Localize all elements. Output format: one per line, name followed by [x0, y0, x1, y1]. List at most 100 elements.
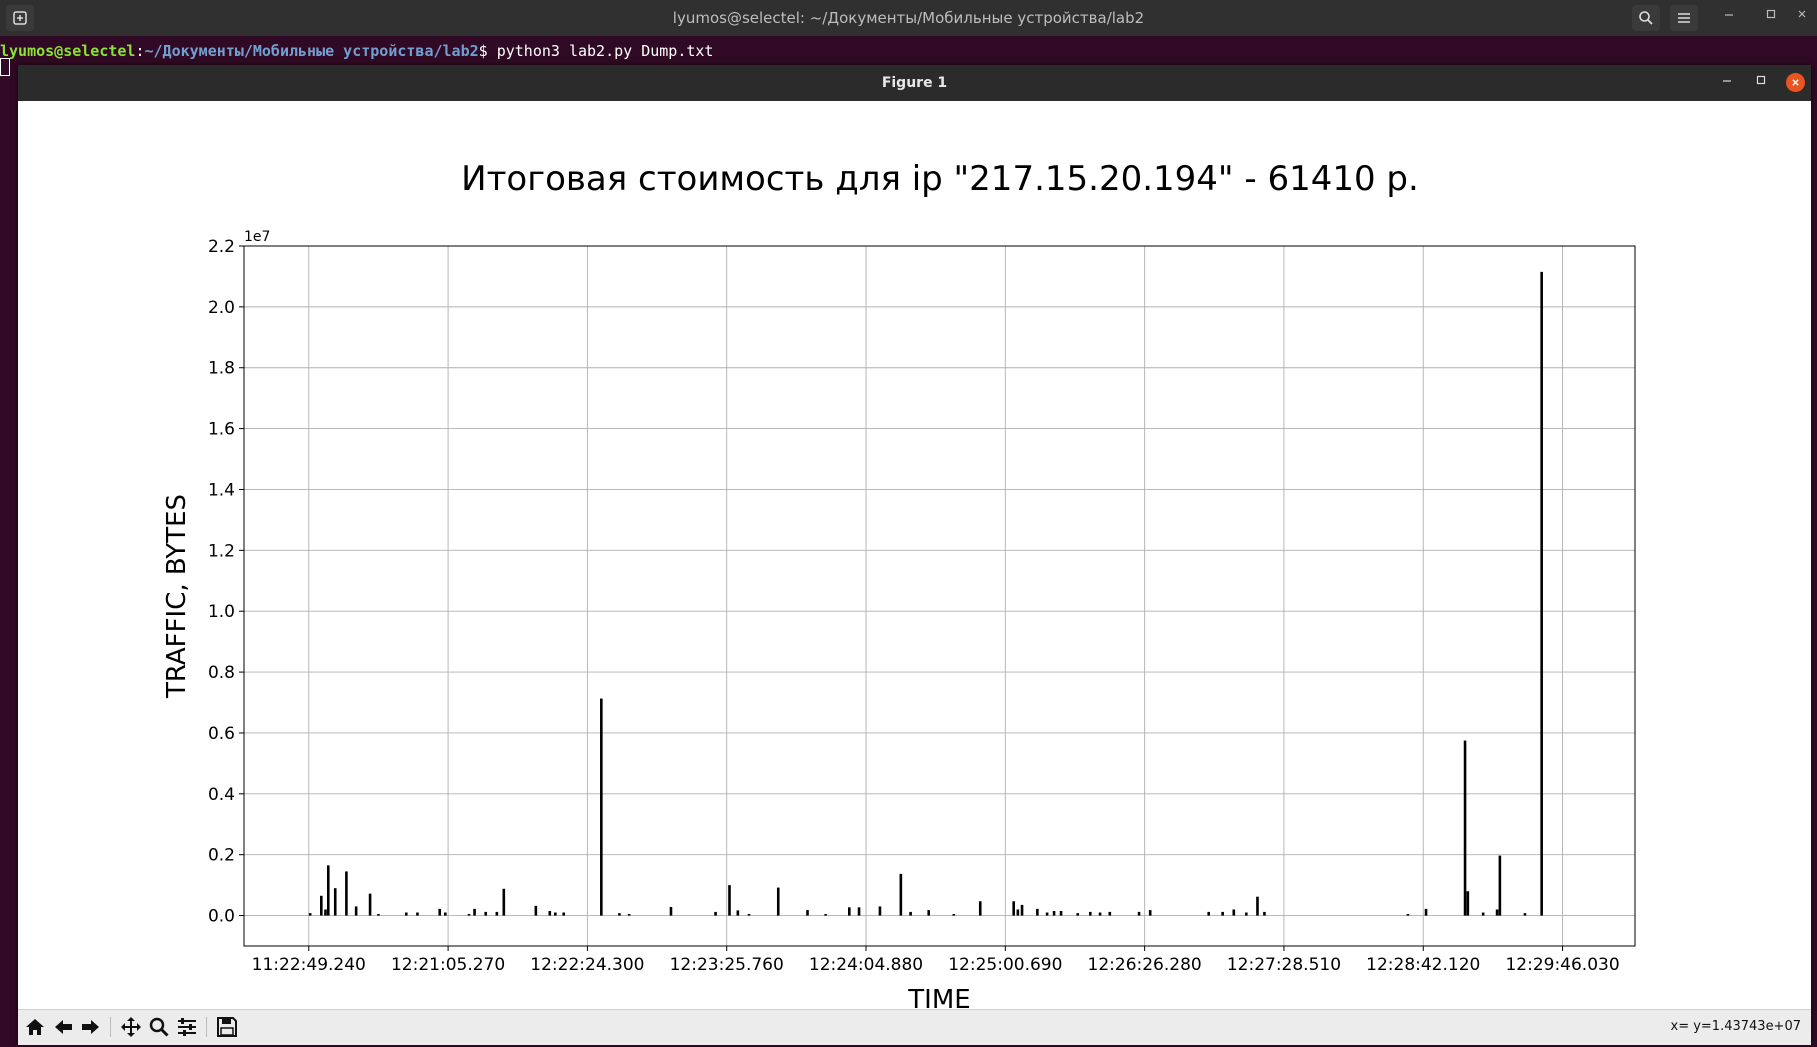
x-tick-label: 11:22:49.240	[252, 955, 366, 975]
x-tick-label: 12:25:00.690	[948, 955, 1062, 975]
bar	[747, 914, 751, 916]
grid-lines	[244, 245, 1635, 946]
prompt-path: ~/Документы/Мобильные устройства/lab2	[144, 42, 479, 60]
bar	[1059, 911, 1063, 916]
bar	[1020, 904, 1024, 916]
bar	[1232, 909, 1236, 916]
x-tick-label: 12:26:26.280	[1088, 955, 1202, 975]
bar	[1523, 913, 1527, 916]
menu-button[interactable]	[1670, 5, 1698, 31]
bar	[1466, 891, 1470, 916]
forward-button[interactable]	[78, 1014, 104, 1040]
figure-canvas[interactable]: 0.0 0.2 0.4 0.6 0.8 1.0 1.2 1.4 1.6 1.8 2.0 2.2 11:…	[18, 101, 1811, 1015]
bar	[320, 895, 323, 916]
bar	[824, 914, 827, 916]
floppy-disk-icon	[217, 1017, 237, 1037]
x-axis-label: TIME	[907, 985, 970, 1009]
bar	[600, 698, 603, 916]
pan-button[interactable]	[118, 1014, 144, 1040]
home-button[interactable]	[22, 1014, 48, 1040]
minimize-icon	[1725, 14, 1733, 16]
bar	[1016, 909, 1020, 916]
bar	[952, 914, 956, 916]
terminal-prompt-line: lyumos@selectel:~/Документы/Мобильные ус…	[0, 42, 713, 60]
figure-close-button[interactable]	[1786, 73, 1805, 92]
save-button[interactable]	[214, 1014, 240, 1040]
search-icon	[1639, 11, 1653, 25]
bar	[857, 907, 861, 916]
x-axis: 11:22:49.240 12:21:05.270 12:22:24.300 12:2…	[252, 946, 1620, 975]
x-tick-label: 12:21:05.270	[391, 955, 505, 975]
toolbar-separator	[206, 1017, 207, 1037]
y-axis-label: TRAFFIC, BYTES	[162, 494, 192, 699]
terminal-minimize-button[interactable]	[1719, 8, 1739, 23]
bar	[776, 887, 780, 916]
x-tick-label: 12:22:24.300	[530, 955, 644, 975]
search-button[interactable]	[1632, 5, 1660, 31]
magnifier-icon	[149, 1017, 169, 1037]
y-tick-label: 1.6	[208, 420, 235, 440]
y-tick-label: 2.2	[208, 237, 235, 257]
bar	[847, 907, 851, 916]
configure-subplots-button[interactable]	[174, 1014, 200, 1040]
zoom-button[interactable]	[146, 1014, 172, 1040]
bar	[473, 908, 476, 916]
bar	[1498, 855, 1502, 916]
close-icon	[1798, 10, 1806, 18]
bar	[377, 914, 380, 916]
y-axis: 0.0 0.2 0.4 0.6 0.8 1.0 1.2 1.4 1.6 1.8 2.0 2.2	[208, 237, 244, 927]
bar	[1424, 908, 1428, 916]
bar	[495, 911, 499, 916]
terminal-cursor	[0, 58, 10, 76]
bar	[345, 871, 348, 916]
axes-frame	[243, 245, 1636, 947]
bar	[909, 911, 912, 916]
x-tick-label: 12:24:04.880	[809, 955, 923, 975]
bar	[416, 912, 419, 916]
y-tick-label: 0.4	[208, 785, 235, 805]
bar	[308, 913, 312, 916]
prompt-symbol: $	[478, 42, 497, 60]
figure-title: Figure 1	[881, 75, 948, 91]
terminal-title: lyumos@selectel: ~/Документы/Мобильные у…	[672, 9, 1145, 27]
bar	[1221, 911, 1224, 916]
bar	[1540, 271, 1543, 916]
figure-maximize-button[interactable]	[1752, 74, 1770, 89]
terminal-close-button[interactable]	[1792, 8, 1812, 23]
bar	[806, 910, 809, 916]
bars	[308, 271, 1543, 916]
bar	[548, 911, 552, 916]
bar	[1463, 740, 1467, 916]
prompt-separator: :	[135, 42, 145, 60]
traffic-chart: 0.0 0.2 0.4 0.6 0.8 1.0 1.2 1.4 1.6 1.8 2.0 2.2 11:…	[162, 159, 1636, 1015]
prompt-user: lyumos@selectel	[0, 42, 136, 60]
chart-title: Итоговая стоимость для ip "217.15.20.194…	[461, 159, 1419, 199]
bar	[1052, 911, 1056, 916]
x-tick-label: 12:28:42.120	[1366, 955, 1480, 975]
figure-window: Figure 1 0.0 0.2 0.4 0.6 0.8 1.0 1.2 1.4 1.6 1.8 2…	[18, 65, 1811, 1045]
new-tab-button[interactable]	[6, 5, 34, 31]
x-tick-label: 12:23:25.760	[670, 955, 784, 975]
minimize-icon	[1723, 80, 1731, 82]
y-tick-label: 0.8	[208, 663, 235, 683]
bar	[669, 907, 673, 916]
figure-toolbar: x= y=1.43743e+07	[18, 1009, 1811, 1045]
bar	[368, 893, 372, 916]
bar	[484, 911, 488, 916]
bar	[333, 888, 337, 916]
figure-minimize-button[interactable]	[1718, 74, 1736, 89]
figure-titlebar[interactable]: Figure 1	[18, 65, 1811, 101]
bar	[728, 885, 731, 916]
back-button[interactable]	[50, 1014, 76, 1040]
bar	[1108, 911, 1112, 916]
bar	[1012, 901, 1015, 916]
bar	[878, 906, 882, 916]
bar	[1406, 914, 1410, 916]
bar	[714, 911, 717, 916]
bar	[618, 913, 621, 916]
bar	[1036, 908, 1039, 916]
maximize-icon	[1766, 9, 1776, 19]
terminal-maximize-button[interactable]	[1761, 8, 1781, 23]
bar	[1076, 913, 1080, 916]
bar	[978, 901, 982, 916]
